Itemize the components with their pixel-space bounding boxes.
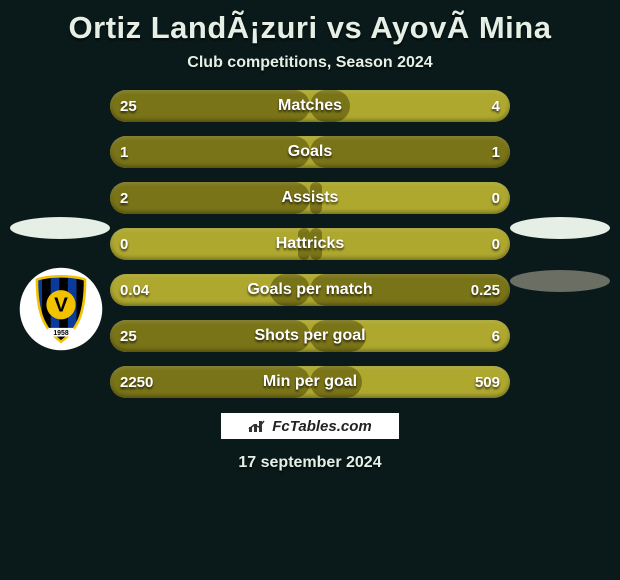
content: V 1958 25 4 Matches 1 1 Goals bbox=[0, 90, 620, 398]
stat-left-half bbox=[110, 136, 310, 168]
stat-right-fill bbox=[310, 274, 510, 306]
stat-left-half bbox=[110, 182, 310, 214]
stat-left-fill bbox=[110, 90, 310, 122]
page-title: Ortiz LandÃ¡zuri vs AyovÃ­ Mina bbox=[0, 0, 620, 48]
stat-right-half bbox=[310, 274, 510, 306]
stat-right-half bbox=[310, 182, 510, 214]
vs-separator: vs bbox=[327, 10, 362, 45]
stat-left-fill bbox=[298, 228, 310, 260]
club-logo-icon: V 1958 bbox=[18, 266, 104, 352]
club-logo-year: 1958 bbox=[53, 330, 68, 337]
date: 17 september 2024 bbox=[0, 440, 620, 472]
stat-left-half bbox=[110, 320, 310, 352]
player1-badge-placeholder bbox=[10, 217, 110, 239]
stat-right-fill bbox=[310, 320, 366, 352]
stat-left-half bbox=[110, 274, 310, 306]
player2-badge-placeholder-bottom bbox=[510, 270, 610, 292]
stat-right-half bbox=[310, 366, 510, 398]
stat-row: 25 6 Shots per goal bbox=[110, 320, 510, 352]
subtitle: Club competitions, Season 2024 bbox=[0, 48, 620, 90]
chart-icon bbox=[248, 419, 266, 433]
player2-name: AyovÃ­ Mina bbox=[370, 10, 551, 45]
brand-text: FcTables.com bbox=[272, 418, 371, 435]
brand-badge[interactable]: FcTables.com bbox=[220, 412, 400, 440]
stat-right-fill bbox=[310, 366, 362, 398]
stat-left-fill bbox=[270, 274, 310, 306]
stat-row: 25 4 Matches bbox=[110, 90, 510, 122]
stat-right-half bbox=[310, 136, 510, 168]
stat-bars: 25 4 Matches 1 1 Goals 2 0 Assists 0 bbox=[110, 90, 510, 398]
player1-name: Ortiz LandÃ¡zuri bbox=[69, 10, 318, 45]
stat-left-fill bbox=[110, 366, 310, 398]
stat-row: 0.04 0.25 Goals per match bbox=[110, 274, 510, 306]
stat-right-fill bbox=[310, 136, 510, 168]
stat-right-fill bbox=[310, 182, 322, 214]
stat-right-half bbox=[310, 320, 510, 352]
stat-left-half bbox=[110, 366, 310, 398]
stat-left-fill bbox=[110, 136, 310, 168]
stat-left-half bbox=[110, 90, 310, 122]
stat-row: 2 0 Assists bbox=[110, 182, 510, 214]
stat-row: 2250 509 Min per goal bbox=[110, 366, 510, 398]
page: Ortiz LandÃ¡zuri vs AyovÃ­ Mina Club com… bbox=[0, 0, 620, 580]
stat-right-half bbox=[310, 90, 510, 122]
stat-left-half bbox=[110, 228, 310, 260]
stat-right-fill bbox=[310, 90, 350, 122]
stat-row: 1 1 Goals bbox=[110, 136, 510, 168]
stat-right-fill bbox=[310, 228, 322, 260]
stat-left-fill bbox=[110, 182, 310, 214]
svg-text:V: V bbox=[54, 294, 68, 317]
player2-badge-placeholder-top bbox=[510, 217, 610, 239]
stat-right-half bbox=[310, 228, 510, 260]
stat-left-fill bbox=[110, 320, 310, 352]
stat-row: 0 0 Hattricks bbox=[110, 228, 510, 260]
